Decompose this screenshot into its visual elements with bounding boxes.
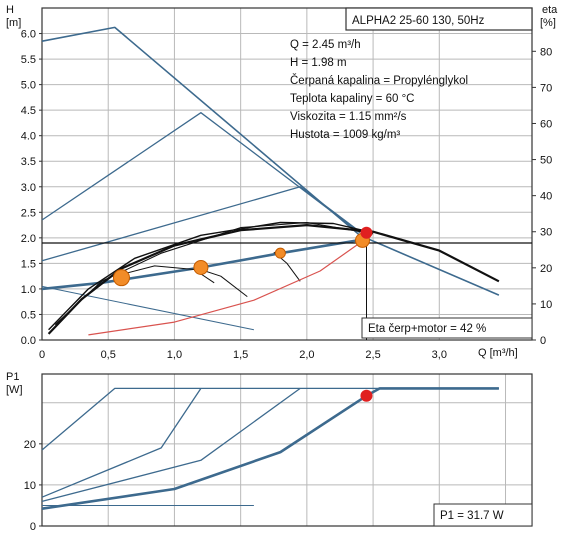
p1-axis-title-line1: P1	[6, 371, 19, 383]
p1-label-box	[433, 503, 533, 527]
p1-axis-title-line2: [W]	[6, 384, 23, 396]
y-axis-title-line1: H	[6, 4, 14, 16]
p1-curve-series-4	[41, 387, 499, 510]
x-tick-label: 2,5	[365, 349, 380, 361]
y2-tick-label: 80	[540, 46, 552, 58]
eta-label-box	[361, 317, 533, 339]
y2-tick-label: 70	[540, 82, 552, 94]
curve-series-7	[48, 221, 374, 331]
p1-y-tick-label: 0	[30, 521, 36, 533]
y-tick-label: 5.0	[21, 80, 36, 92]
curve-series-8	[54, 221, 374, 326]
y2-tick-label: 60	[540, 118, 552, 130]
operating-marker-1	[112, 269, 130, 287]
y-tick-label: 4.5	[21, 105, 36, 117]
y2-tick-label: 0	[540, 335, 546, 347]
p1-plot-frame	[41, 373, 533, 527]
y-tick-label: 0.5	[21, 309, 36, 321]
p1-curve-series-1	[41, 387, 499, 451]
y-tick-label: 3.5	[21, 156, 36, 168]
curve-series-6	[47, 224, 500, 335]
curve-series-5	[41, 285, 255, 331]
x-tick-label: 3,0	[432, 349, 447, 361]
y2-tick-label: 40	[540, 191, 552, 203]
chart-title: ALPHA2 25-60 130, 50Hz	[352, 15, 485, 27]
x-tick-label: 1,5	[233, 349, 248, 361]
info-line-1: Q = 2.45 m³/h	[290, 39, 361, 51]
plot-frame	[41, 7, 533, 341]
y2-tick-label: 20	[540, 263, 552, 275]
p1-operating-marker-1	[360, 389, 373, 402]
y2-tick-label: 50	[540, 155, 552, 167]
info-line-2: H = 1.98 m	[290, 57, 347, 69]
info-line-5: Viskozita = 1.15 mm²/s	[290, 111, 407, 123]
curve-series-3	[41, 186, 361, 262]
x-tick-label: 0,5	[101, 349, 116, 361]
x-tick-label: 1,0	[167, 349, 182, 361]
operating-marker-3	[274, 247, 286, 259]
eta-label: Eta čerp+motor = 42 %	[368, 323, 486, 335]
p1-curve-series-2	[41, 388, 202, 498]
p1-label: P1 = 31.7 W	[440, 510, 504, 522]
p1-curve-series-3	[41, 387, 301, 503]
x-tick-label: 2,0	[299, 349, 314, 361]
x-tick-label: 0	[39, 349, 45, 361]
curve-series-1	[41, 26, 500, 296]
y-tick-label: 5.5	[21, 54, 36, 66]
operating-marker-5	[360, 226, 373, 239]
title-box	[345, 7, 533, 31]
p1-y-tick-label: 10	[24, 480, 36, 492]
y-axis-title-line2: [m]	[6, 17, 21, 29]
y-tick-label: 1.0	[21, 284, 36, 296]
y2-tick-label: 10	[540, 299, 552, 311]
info-line-6: Hustota = 1009 kg/m³	[290, 129, 400, 141]
curve-series-9	[114, 265, 215, 284]
y2-tick-label: 30	[540, 227, 552, 239]
y-tick-label: 3.0	[21, 182, 36, 194]
y-tick-label: 4.0	[21, 131, 36, 143]
y-tick-label: 1.5	[21, 258, 36, 270]
y-tick-label: 2.0	[21, 233, 36, 245]
y-tick-label: 0.0	[21, 335, 36, 347]
curve-series-2	[41, 112, 361, 234]
p1-y-tick-label: 20	[24, 439, 36, 451]
info-line-3: Čerpaná kapalina = Propylénglykol	[290, 74, 468, 87]
y-tick-label: 6.0	[21, 29, 36, 41]
y2-axis-title-line2: [%]	[540, 17, 556, 29]
x-axis-title: Q [m³/h]	[478, 347, 518, 359]
y2-axis-title-line1: eta	[542, 4, 558, 16]
info-line-4: Teplota kapaliny = 60 °C	[290, 93, 414, 105]
operating-marker-2	[193, 259, 209, 275]
curve-series-12	[88, 242, 361, 336]
y-tick-label: 2.5	[21, 207, 36, 219]
